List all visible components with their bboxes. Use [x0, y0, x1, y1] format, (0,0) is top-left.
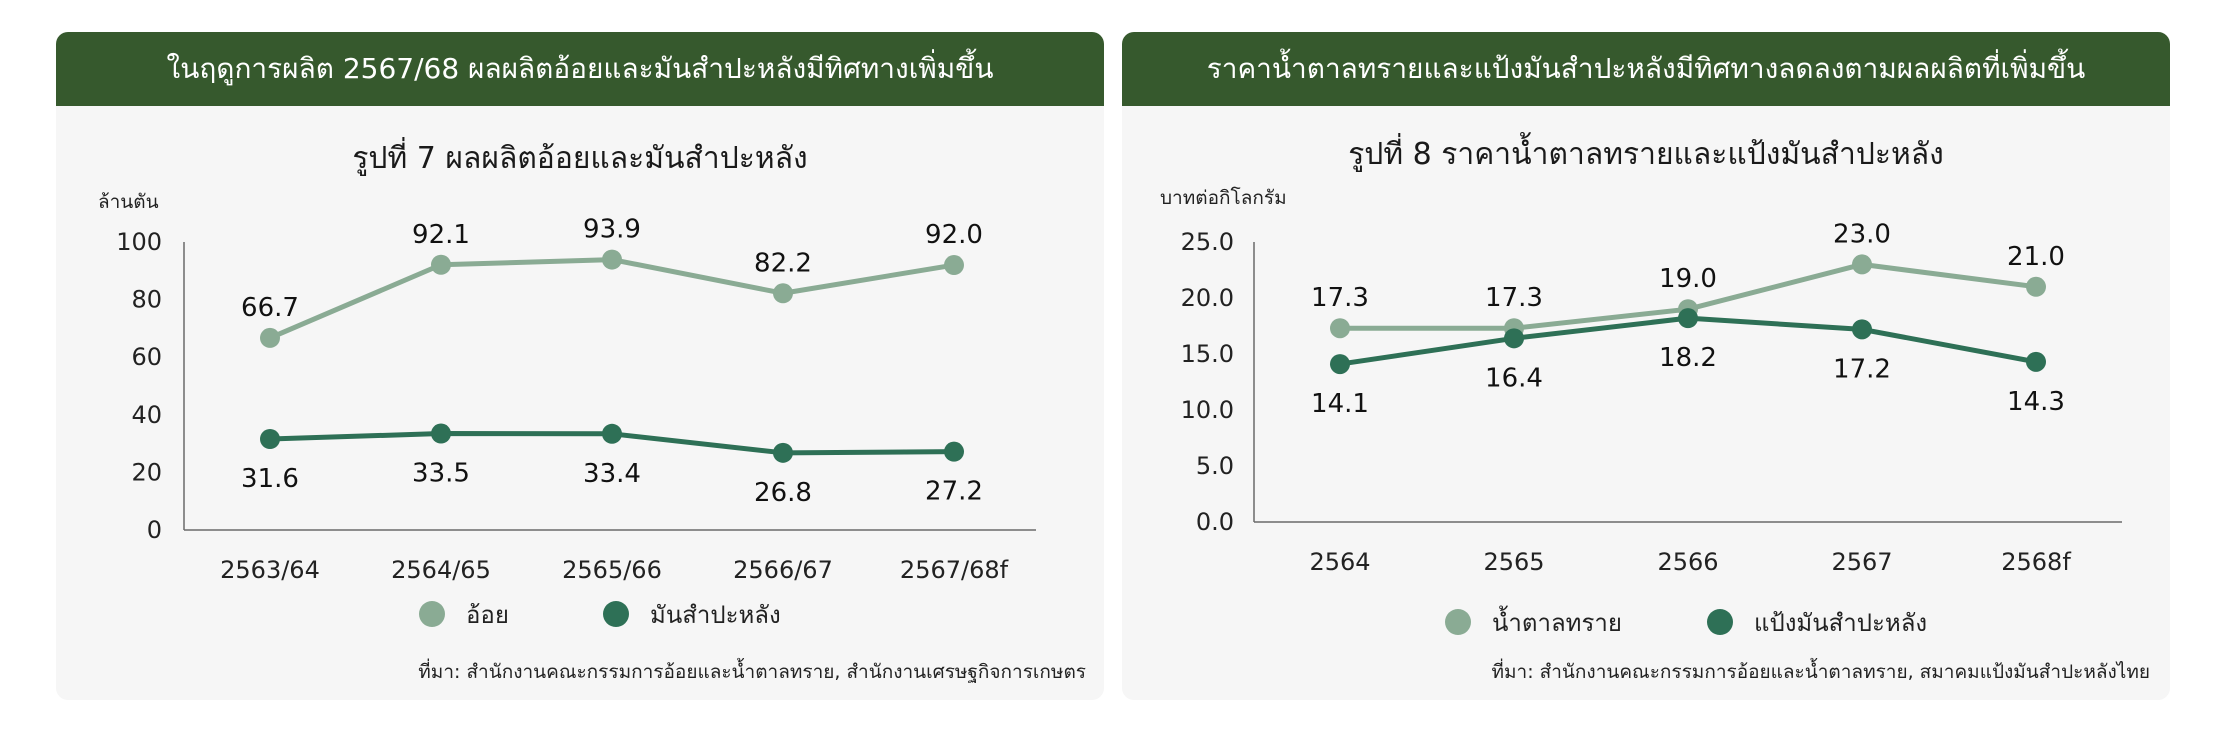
- chart-title: รูปที่ 8 ราคาน้ำตาลทรายและแป้งมันสำปะหลั…: [1348, 132, 1944, 172]
- legend-marker-cassava: [603, 601, 629, 627]
- data-point: [1504, 328, 1524, 349]
- series-line: [269, 257, 955, 341]
- data-point: [1330, 354, 1350, 375]
- legend-label-tapioca: แป้งมันสำปะหลัง: [1754, 609, 1927, 637]
- legend-marker-sugarcane: [419, 601, 445, 627]
- data-label: 18.2: [1659, 343, 1717, 373]
- y-tick-label: 10.0: [1181, 396, 1234, 424]
- y-tick-label: 80: [131, 286, 162, 314]
- chart-title: รูปที่ 7 ผลผลิตอ้อยและมันสำปะหลัง: [352, 137, 807, 176]
- panel-header: ราคาน้ำตาลทรายและแป้งมันสำปะหลังมีทิศทาง…: [1122, 32, 2170, 106]
- data-label: 17.2: [1833, 354, 1891, 384]
- data-point: [431, 423, 451, 444]
- panel-header: ในฤดูการผลิต 2567/68 ผลผลิตอ้อยและมันสำป…: [56, 32, 1104, 106]
- y-tick-label: 0: [147, 516, 162, 544]
- x-tick-label: 2565: [1483, 548, 1544, 576]
- data-point: [1852, 319, 1872, 340]
- data-point: [260, 428, 280, 449]
- data-point: [773, 442, 793, 463]
- data-point: [944, 255, 964, 276]
- data-label: 26.8: [754, 478, 812, 508]
- data-label: 92.1: [412, 220, 470, 250]
- data-point: [1330, 318, 1350, 339]
- data-point: [431, 254, 451, 275]
- data-point: [2026, 276, 2046, 297]
- y-tick-label: 15.0: [1181, 340, 1234, 368]
- x-tick-label: 2565/66: [562, 556, 662, 584]
- data-point: [773, 283, 793, 304]
- x-ticks: 2563/64 2564/65 2565/66 2566/67 2567/68f: [220, 556, 1008, 584]
- y-tick-label: 25.0: [1181, 228, 1234, 256]
- data-label: 33.5: [412, 459, 470, 489]
- x-tick-label: 2566/67: [733, 556, 833, 584]
- x-tick-label: 2568f: [2001, 548, 2071, 576]
- x-ticks: 2564 2565 2566 2567 2568f: [1309, 548, 2071, 576]
- legend-marker-tapioca: [1707, 609, 1733, 635]
- data-label: 14.1: [1311, 389, 1369, 419]
- chart-panel-production: ในฤดูการผลิต 2567/68 ผลผลิตอ้อยและมันสำป…: [56, 32, 1104, 700]
- x-tick-label: 2564: [1309, 548, 1370, 576]
- y-tick-label: 60: [131, 343, 162, 371]
- data-point: [602, 423, 622, 444]
- series-layer: 66.7 92.1 93.9 82.2 92.0 31.6 33.5 33.4 26.8 27.2: [241, 215, 983, 508]
- source-note: ที่มา: สำนักงานคณะกรรมการอ้อยและน้ำตาลทร…: [418, 658, 1086, 683]
- data-label: 82.2: [754, 248, 812, 278]
- y-tick-label: 20: [131, 458, 162, 486]
- chart-production: รูปที่ 7 ผลผลิตอ้อยและมันสำปะหลัง ล้านตั…: [98, 137, 1086, 683]
- data-label: 23.0: [1833, 219, 1891, 249]
- chart-panel-prices: ราคาน้ำตาลทรายและแป้งมันสำปะหลังมีทิศทาง…: [1122, 32, 2170, 700]
- x-tick-label: 2564/65: [391, 556, 491, 584]
- data-label: 21.0: [2007, 242, 2065, 272]
- y-axis-unit-label: ล้านตัน: [98, 191, 159, 213]
- data-point: [944, 441, 964, 462]
- source-note: ที่มา: สำนักงานคณะกรรมการอ้อยและน้ำตาลทร…: [1492, 658, 2151, 683]
- data-point: [602, 249, 622, 270]
- x-tick-label: 2567/68f: [900, 556, 1009, 584]
- chart-prices: รูปที่ 8 ราคาน้ำตาลทรายและแป้งมันสำปะหลั…: [1160, 132, 2151, 683]
- data-label: 33.4: [583, 459, 641, 489]
- data-label: 93.9: [583, 215, 641, 245]
- y-ticks: 0 20 40 60 80 100: [116, 228, 162, 544]
- data-point: [260, 327, 280, 348]
- legend: น้ำตาลทราย แป้งมันสำปะหลัง: [1445, 605, 1927, 637]
- x-tick-label: 2563/64: [220, 556, 320, 584]
- y-tick-label: 100: [116, 228, 162, 256]
- y-axis-unit-label: บาทต่อกิโลกรัม: [1160, 186, 1287, 209]
- x-tick-label: 2567: [1831, 548, 1892, 576]
- legend-label-cassava: มันสำปะหลัง: [650, 601, 781, 629]
- series-layer: 17.3 17.3 19.0 23.0 21.0 14.1 16.4 18.2 17.2 14.3: [1311, 219, 2065, 419]
- legend-label-sugarcane: อ้อย: [466, 601, 509, 629]
- data-label: 14.3: [2007, 387, 2065, 417]
- data-label: 27.2: [925, 477, 983, 507]
- data-label: 19.0: [1659, 264, 1717, 294]
- data-label: 17.3: [1485, 283, 1543, 313]
- y-tick-label: 0.0: [1196, 508, 1234, 536]
- legend-marker-sugar: [1445, 609, 1471, 635]
- data-label: 31.6: [241, 464, 299, 494]
- data-point: [2026, 351, 2046, 372]
- y-tick-label: 5.0: [1196, 452, 1234, 480]
- data-point: [1678, 308, 1698, 329]
- data-label: 16.4: [1485, 363, 1543, 393]
- y-ticks: 0.0 5.0 10.0 15.0 20.0 25.0: [1181, 228, 1234, 536]
- data-label: 17.3: [1311, 283, 1369, 313]
- data-label: 92.0: [925, 220, 983, 250]
- legend-label-sugar: น้ำตาลทราย: [1492, 605, 1622, 637]
- y-tick-label: 20.0: [1181, 284, 1234, 312]
- x-tick-label: 2566: [1657, 548, 1718, 576]
- data-point: [1852, 254, 1872, 275]
- legend: อ้อย มันสำปะหลัง: [419, 601, 781, 629]
- data-label: 66.7: [241, 293, 299, 323]
- y-tick-label: 40: [131, 401, 162, 429]
